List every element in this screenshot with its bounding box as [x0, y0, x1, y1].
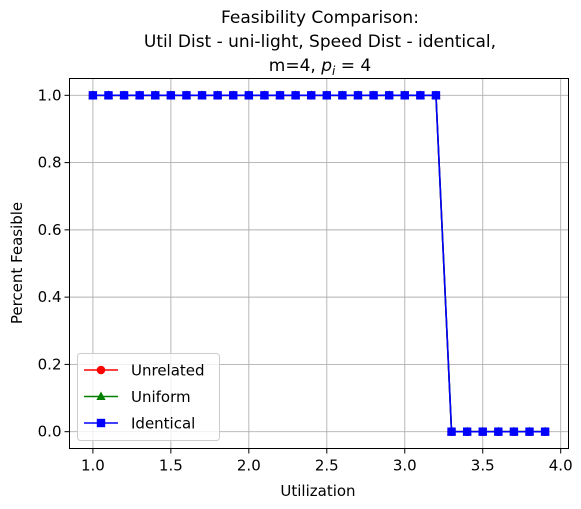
legend: Unrelated Uniform Identical [77, 353, 220, 441]
legend-marker-uniform [96, 391, 106, 400]
legend-label-identical: Identical [131, 415, 195, 433]
data-point-identical [416, 91, 425, 100]
data-point-identical [525, 427, 534, 436]
chart-title: Feasibility Comparison: Util Dist - uni-… [144, 8, 496, 78]
x-tick-label: 4.0 [549, 457, 573, 475]
legend-marker-identical [96, 418, 106, 428]
plot-frame [69, 78, 569, 449]
series-layer [88, 90, 550, 436]
data-point-identical [119, 91, 129, 100]
data-point-identical [244, 91, 254, 100]
title-line-3-prefix: m=4, [269, 56, 321, 76]
data-point-identical [213, 91, 222, 100]
legend-item-uniform: Uniform [84, 388, 191, 406]
data-point-identical [229, 91, 238, 100]
legend-box [77, 353, 220, 441]
data-point-identical [338, 91, 347, 100]
data-point-identical [291, 91, 300, 100]
y-tick-label: 0.4 [38, 288, 62, 306]
data-point-identical [540, 427, 550, 436]
data-point-identical [478, 427, 487, 436]
x-tick-label: 1.5 [159, 457, 183, 475]
title-line-3-suffix: = 4 [335, 56, 371, 76]
data-point-identical [151, 91, 160, 100]
data-point-identical [260, 91, 269, 100]
data-point-identical [400, 91, 409, 100]
data-point-identical [182, 91, 191, 100]
x-axis-ticks: 1.0 1.5 2.0 2.5 3.0 3.5 4.0 [81, 448, 573, 475]
data-point-identical [431, 91, 441, 100]
title-line-3: m=4, pi = 4 [269, 56, 371, 78]
title-line-3-var: p [320, 56, 332, 76]
y-tick-label: 0.0 [38, 423, 62, 441]
data-point-identical [88, 91, 98, 100]
data-point-identical [322, 91, 331, 100]
data-point-identical [135, 91, 144, 100]
x-tick-label: 3.0 [393, 457, 417, 475]
legend-label-unrelated: Unrelated [131, 362, 205, 380]
data-point-identical [462, 427, 472, 436]
legend-label-uniform: Uniform [131, 388, 191, 406]
y-tick-label: 0.6 [38, 221, 62, 239]
legend-item-unrelated: Unrelated [84, 362, 205, 380]
data-point-identical [197, 91, 207, 100]
y-axis-label: Percent Feasible [8, 202, 26, 324]
data-point-identical [353, 91, 363, 100]
data-point-identical [494, 427, 503, 436]
y-axis-ticks: 0.0 0.2 0.4 0.6 0.8 1.0 [38, 86, 70, 441]
legend-item-identical: Identical [84, 415, 195, 433]
x-tick-label: 1.0 [81, 457, 105, 475]
legend-marker-unrelated [96, 365, 106, 375]
data-point-identical [104, 91, 113, 100]
x-tick-label: 2.5 [315, 457, 339, 475]
title-line-3-sub: i [332, 64, 336, 78]
x-axis-label: Utilization [280, 482, 355, 500]
y-tick-label: 1.0 [38, 86, 62, 104]
x-tick-label: 2.0 [237, 457, 261, 475]
data-point-identical [447, 427, 456, 436]
data-point-identical [307, 91, 316, 100]
title-line-1: Feasibility Comparison: [221, 8, 419, 28]
x-tick-label: 3.5 [471, 457, 495, 475]
data-point-identical [509, 427, 519, 436]
data-point-identical [384, 91, 394, 100]
y-tick-label: 0.8 [38, 154, 62, 172]
series-identical [88, 91, 550, 436]
data-point-identical [166, 91, 176, 100]
data-point-identical [369, 91, 378, 100]
title-line-2: Util Dist - uni-light, Speed Dist - iden… [144, 32, 496, 52]
y-tick-label: 0.2 [38, 355, 62, 373]
data-point-identical [275, 91, 285, 100]
